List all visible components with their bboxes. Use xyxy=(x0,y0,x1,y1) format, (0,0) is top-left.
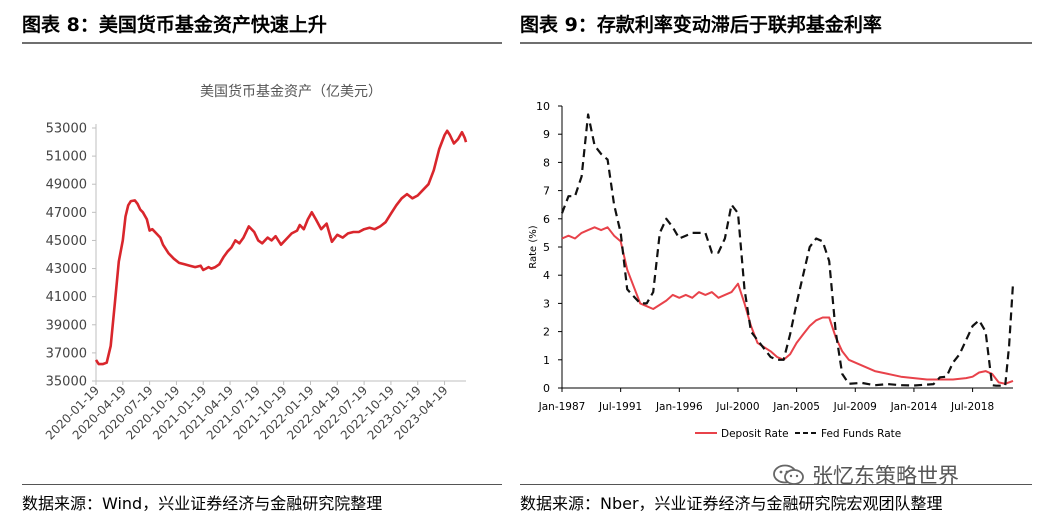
y-tick-label: 10 xyxy=(536,100,550,113)
y-tick-label: 1 xyxy=(543,354,550,367)
left-source-note: 数据来源：Wind，兴业证券经济与金融研究院整理 xyxy=(22,494,383,513)
y-tick-label: 7 xyxy=(543,185,550,198)
x-tick-label: Jul-2018 xyxy=(950,401,994,413)
series-line-money-fund-assets xyxy=(94,129,468,366)
y-tick-label: 49000 xyxy=(46,178,87,193)
left-panel-title: 图表 8：美国货币基金资产快速上升 xyxy=(22,14,327,36)
right-source-note: 数据来源：Nber，兴业证券经济与金融研究院宏观团队整理 xyxy=(520,494,943,513)
y-tick-label: 39000 xyxy=(46,318,87,333)
y-tick-label: 45000 xyxy=(46,234,87,249)
y-tick-label: 5 xyxy=(543,241,550,254)
y-tick-label: 8 xyxy=(543,156,550,169)
x-tick-label: Jul-2009 xyxy=(833,401,877,413)
right-title-rule xyxy=(520,42,1032,44)
legend-label-fed-funds-rate: Fed Funds Rate xyxy=(821,428,901,440)
series-line-deposit-rate xyxy=(561,226,1014,385)
deposit-vs-fed-funds-chart: 0 1 2 3 4 5 6 7 8 9 10 Rate (%) Jan-1987 Jul-1991 Jan-… xyxy=(528,100,1015,440)
y-tick-label: 43000 xyxy=(46,262,87,277)
series-line-fed-funds-rate xyxy=(560,113,1015,387)
chart-title: 美国货币基金资产（亿美元） xyxy=(200,83,382,100)
y-tick-label: 41000 xyxy=(46,290,87,305)
y-tick-label: 6 xyxy=(543,213,550,226)
x-tick-label: Jan-1987 xyxy=(538,401,586,413)
y-tick-label: 51000 xyxy=(46,150,87,165)
x-tick-label: Jul-1991 xyxy=(598,401,642,413)
wechat-icon xyxy=(772,464,806,486)
x-tick-label: Jul-2000 xyxy=(715,401,759,413)
y-tick-label: 37000 xyxy=(46,346,87,361)
x-tick-label: Jan-2014 xyxy=(890,401,938,413)
y-tick-label: 0 xyxy=(543,382,550,395)
y-tick-label: 3 xyxy=(543,297,550,310)
y-axis-label: Rate (%) xyxy=(528,225,539,269)
y-tick-label: 9 xyxy=(543,128,550,141)
right-panel-title: 图表 9：存款利率变动滞后于联邦基金利率 xyxy=(520,14,882,36)
right-source-rule xyxy=(520,484,1032,485)
x-tick-label: Jan-2005 xyxy=(772,401,820,413)
legend-label-deposit-rate: Deposit Rate xyxy=(721,428,789,440)
y-tick-label: 53000 xyxy=(46,122,87,137)
watermark-text: 张忆东策略世界 xyxy=(812,464,959,488)
left-title-rule xyxy=(22,42,502,44)
y-tick-label: 2 xyxy=(543,326,550,339)
left-source-rule xyxy=(22,484,502,485)
y-tick-label: 35000 xyxy=(46,375,87,390)
y-tick-label: 4 xyxy=(543,269,550,282)
y-tick-label: 47000 xyxy=(46,206,87,221)
money-fund-assets-chart: 美国货币基金资产（亿美元） 35000 37000 39000 41000 43000 45… xyxy=(43,83,468,442)
watermark: 张忆东策略世界 xyxy=(772,462,1012,488)
x-tick-label: Jan-1996 xyxy=(655,401,703,413)
